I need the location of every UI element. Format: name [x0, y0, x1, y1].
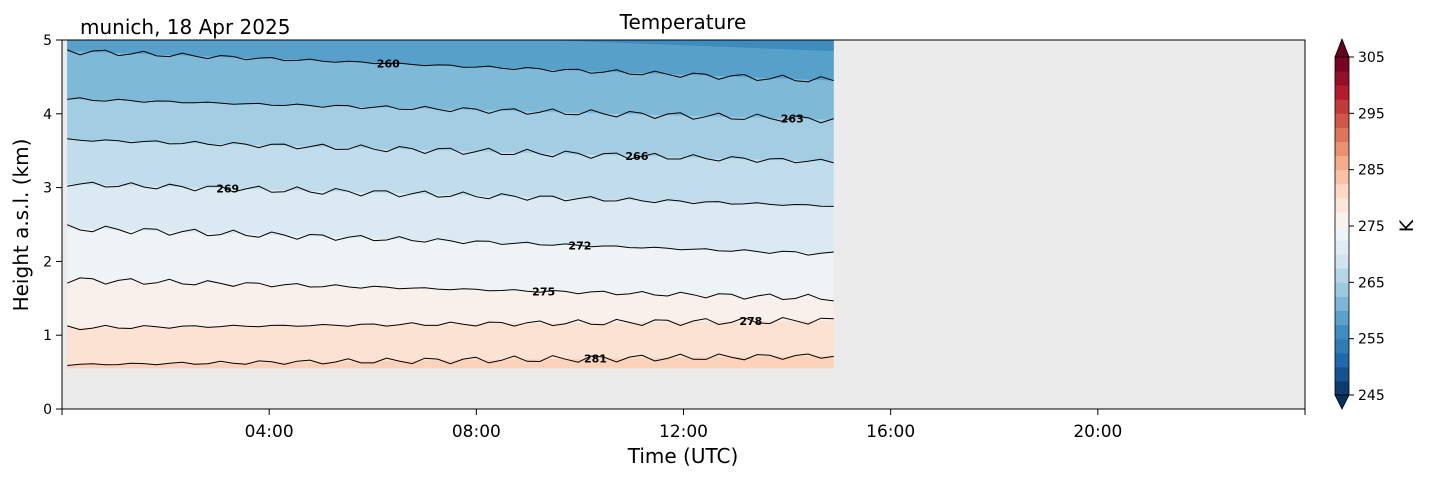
colorbar-segment [1335, 155, 1349, 171]
contour-line-281 [67, 353, 834, 366]
colorbar-label: K [1396, 219, 1418, 232]
colorbar [1334, 37, 1350, 410]
contour-label-269: 269 [216, 183, 239, 196]
colorbar-tick-label: 245 [1358, 388, 1385, 404]
colorbar-segment [1335, 85, 1349, 100]
y-axis-label: Height a.s.l. (km) [9, 139, 33, 312]
colorbar-segment [1335, 254, 1349, 269]
contour-line-263 [67, 97, 834, 124]
temperature-field [67, 40, 834, 369]
colorbar-segment [1335, 99, 1349, 114]
colorbar-segment [1335, 169, 1349, 185]
contour-line-275 [67, 277, 834, 302]
contour-label-263: 263 [781, 113, 804, 126]
contour-line-266 [67, 138, 834, 164]
contour-label-281: 281 [584, 353, 607, 366]
colorbar-segment [1335, 366, 1349, 382]
contour-line-278 [67, 316, 834, 331]
x-tick-label: 04:00 [245, 422, 294, 442]
x-tick-label: 08:00 [452, 422, 501, 442]
colorbar-segment [1335, 380, 1349, 396]
y-tick-label: 4 [43, 107, 52, 123]
contour-label-275: 275 [532, 285, 555, 298]
contour-line-272 [67, 224, 834, 256]
y-tick-label: 0 [43, 402, 52, 418]
contour-line-269 [67, 181, 834, 207]
x-tick-label: 20:00 [1073, 422, 1122, 442]
colorbar-segment [1335, 282, 1349, 297]
colorbar-extend-min [1334, 394, 1350, 410]
contour-label-260: 260 [377, 57, 400, 70]
colorbar-extend-max [1334, 37, 1350, 58]
colorbar-tick-label: 265 [1358, 275, 1385, 291]
contour-lines [67, 49, 834, 366]
x-tick-label: 12:00 [659, 422, 708, 442]
colorbar-tick-label: 295 [1358, 106, 1385, 122]
x-axis-ticks: 04:00 08:00 12:00 16:00 20:00 [61, 409, 1306, 442]
colorbar-segment [1335, 113, 1349, 128]
contour-labels: 260 263 266 269 272 275 278 281 [216, 57, 803, 365]
y-axis-ticks: 0 1 2 3 4 5 [43, 33, 62, 418]
colorbar-segment [1335, 296, 1349, 311]
y-tick-label: 3 [43, 181, 52, 197]
colorbar-tick-label: 255 [1358, 332, 1385, 348]
contour-label-266: 266 [625, 150, 648, 163]
contour-label-272: 272 [568, 239, 591, 252]
colorbar-tick-label: 285 [1358, 163, 1385, 179]
colorbar-tick-label: 275 [1358, 219, 1385, 235]
colorbar-segment [1335, 211, 1349, 227]
colorbar-segment [1335, 57, 1349, 72]
colorbar-segment [1335, 324, 1349, 340]
colorbar-segment [1335, 240, 1349, 255]
field-band [67, 40, 834, 52]
colorbar-segment [1335, 197, 1349, 213]
y-tick-label: 5 [43, 33, 52, 49]
colorbar-segment [1335, 226, 1349, 241]
colorbar-segment [1335, 352, 1349, 368]
colorbar-segment [1335, 338, 1349, 354]
x-tick-label: 16:00 [866, 422, 915, 442]
contour-label-278: 278 [739, 315, 762, 328]
colorbar-ticks: 245 255 265 275 285 295 305 [1349, 50, 1385, 404]
x-axis-label: Time (UTC) [627, 444, 739, 468]
contour-line-260 [67, 49, 834, 83]
colorbar-segment [1335, 310, 1349, 326]
colorbar-segment [1335, 71, 1349, 86]
colorbar-segment [1335, 127, 1349, 142]
chart-subtitle: munich, 18 Apr 2025 [80, 15, 290, 39]
colorbar-segment [1335, 183, 1349, 199]
colorbar-segment [1335, 141, 1349, 157]
chart-title: Temperature [619, 10, 747, 34]
y-tick-label: 2 [43, 254, 52, 270]
y-tick-label: 1 [43, 328, 52, 344]
colorbar-segment [1335, 268, 1349, 283]
colorbar-tick-label: 305 [1358, 50, 1385, 66]
field-band [67, 40, 834, 81]
